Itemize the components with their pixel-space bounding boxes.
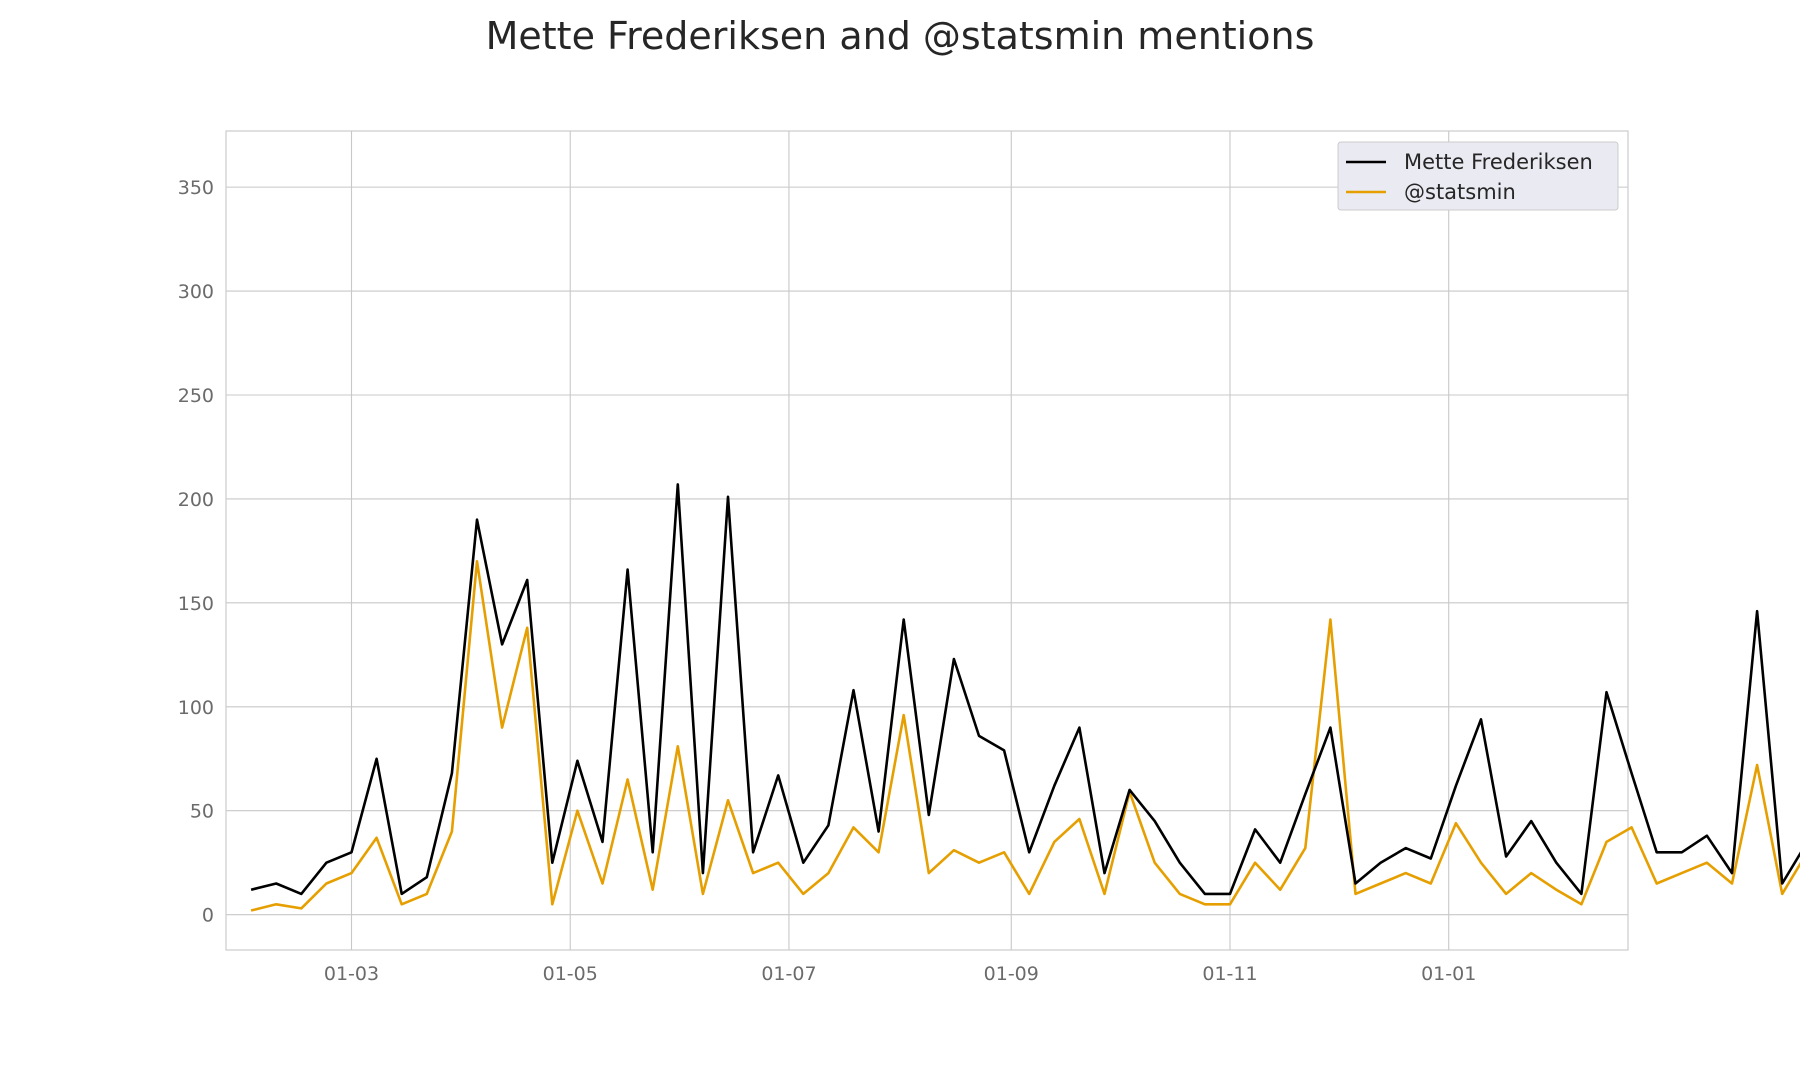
y-tick-label: 50 (190, 801, 214, 823)
y-tick-label: 200 (178, 489, 214, 511)
x-tick-label: 01-01 (1421, 963, 1476, 985)
plot-area (225, 130, 1629, 951)
legend: Mette Frederiksen @statsmin (1337, 141, 1619, 211)
x-tick-label: 01-03 (324, 963, 379, 985)
series-line-statsmin (250, 559, 1800, 912)
series-line-mette-frederiksen (250, 483, 1800, 896)
x-tick-label: 01-09 (984, 963, 1039, 985)
x-tick-label: 01-07 (761, 963, 816, 985)
y-tick-label: 100 (178, 697, 214, 719)
chart-title: Mette Frederiksen and @statsmin mentions (485, 14, 1315, 58)
y-tick-label: 150 (178, 593, 214, 615)
legend-label: Mette Frederiksen (1404, 150, 1593, 174)
x-tick-label: 01-11 (1202, 963, 1257, 985)
y-tick-label: 250 (178, 385, 214, 407)
y-tick-label: 0 (202, 905, 214, 927)
x-tick-label: 01-05 (543, 963, 598, 985)
legend-label: @statsmin (1404, 180, 1516, 204)
y-tick-label: 300 (178, 281, 214, 303)
legend-box (1337, 141, 1619, 211)
tick-labels: 0 50 100 150 200 250 300 350 01-03 01-05 01-07 01-0… (178, 177, 1477, 985)
series-lines (250, 483, 1800, 912)
y-tick-label: 350 (178, 177, 214, 199)
